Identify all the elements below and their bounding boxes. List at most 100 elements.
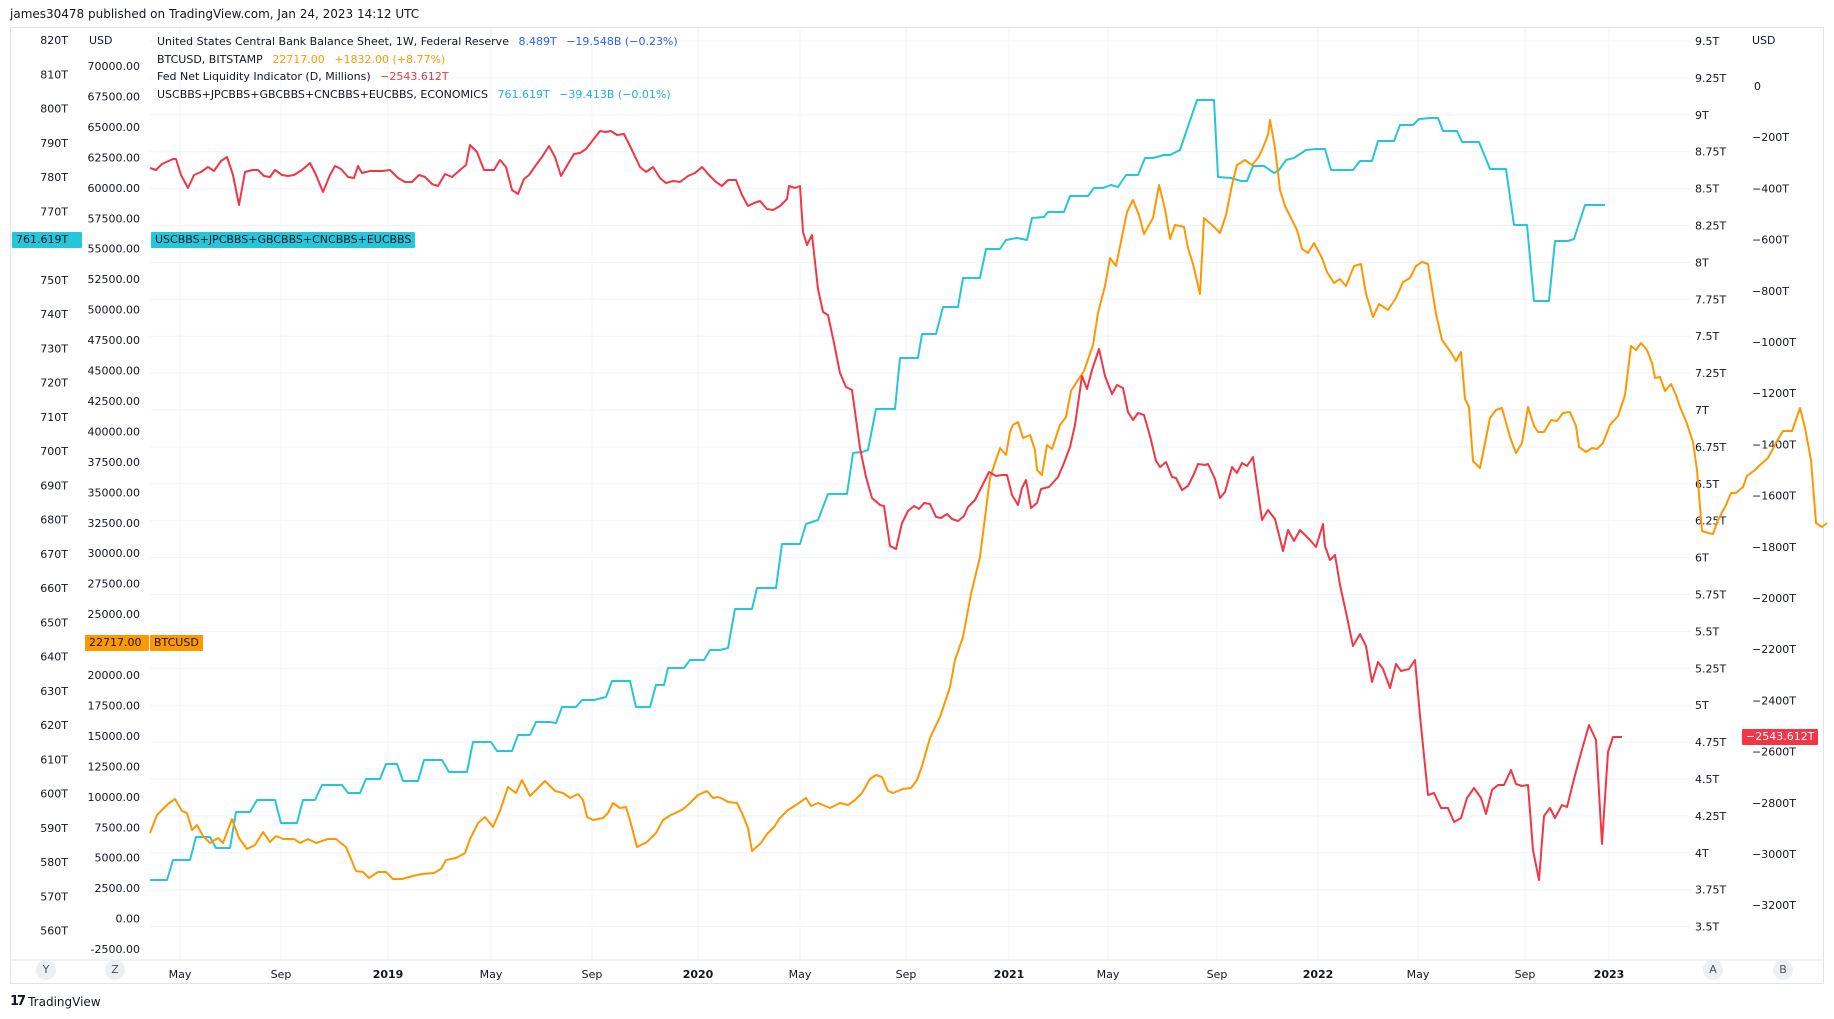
svg-text:5.5T: 5.5T: [1695, 625, 1719, 638]
cyan-series-label-badge: USCBBS+JPCBBS+GBCBBS+CNCBBS+EUCBBS: [151, 232, 416, 248]
btc-axis-price-badge: 22717.00: [85, 635, 149, 651]
svg-text:2022: 2022: [1303, 968, 1334, 981]
svg-text:9T: 9T: [1695, 109, 1709, 122]
svg-text:45000.00: 45000.00: [88, 365, 141, 378]
legend-value: −2543.612T: [380, 70, 449, 83]
svg-text:55000.00: 55000.00: [88, 243, 141, 256]
svg-text:6T: 6T: [1695, 552, 1709, 565]
svg-text:690T: 690T: [40, 479, 68, 492]
right-inner-price-axis[interactable]: 9.5T 9.25T 9T 8.75T 8.5T 8.25T 8T 7.75T 7.5T 7.25…: [1695, 35, 1726, 934]
series-line[interactable]: [149, 130, 1622, 881]
svg-text:32500.00: 32500.00: [88, 517, 141, 530]
svg-text:62500.00: 62500.00: [88, 151, 141, 164]
svg-text:−1800T: −1800T: [1752, 541, 1796, 554]
svg-text:5T: 5T: [1695, 699, 1709, 712]
svg-text:25000.00: 25000.00: [88, 608, 141, 621]
svg-text:−3000T: −3000T: [1752, 848, 1796, 861]
svg-text:740T: 740T: [40, 308, 68, 321]
svg-text:4.75T: 4.75T: [1695, 736, 1726, 749]
right-outer-price-axis[interactable]: USD0−200T−400T−600T−800T−1000T−1200T−140…: [1752, 34, 1796, 912]
svg-text:780T: 780T: [40, 171, 68, 184]
legend: United States Central Bank Balance Sheet…: [157, 33, 678, 103]
a-auto-scale-button[interactable]: A: [1703, 960, 1723, 980]
legend-value: 761.619T: [497, 87, 550, 101]
legend-change: +1832.00 (+8.77%): [334, 52, 446, 66]
svg-text:7500.00: 7500.00: [95, 821, 141, 834]
svg-text:8.5T: 8.5T: [1695, 183, 1719, 196]
svg-text:Sep: Sep: [896, 968, 917, 981]
svg-text:3.75T: 3.75T: [1695, 884, 1726, 897]
left-outer-price-axis[interactable]: 820T 810T 800T 790T 780T 770T 750T 740T 730T 720T…: [40, 34, 68, 938]
svg-text:710T: 710T: [40, 411, 68, 424]
svg-text:620T: 620T: [40, 719, 68, 732]
svg-text:USD: USD: [89, 34, 113, 47]
svg-text:60000.00: 60000.00: [88, 182, 141, 195]
series-line[interactable]: [150, 99, 1605, 881]
legend-value: 22717.00: [272, 52, 325, 66]
published-line: james30478 published on TradingView.com,…: [10, 7, 420, 21]
svg-text:May: May: [1407, 968, 1430, 981]
svg-text:0: 0: [1754, 80, 1761, 93]
svg-text:8.25T: 8.25T: [1695, 220, 1726, 233]
svg-text:57500.00: 57500.00: [88, 212, 141, 225]
svg-text:770T: 770T: [40, 205, 68, 218]
legend-row-fed-balance-sheet[interactable]: United States Central Bank Balance Sheet…: [157, 35, 678, 48]
svg-text:12500.00: 12500.00: [88, 760, 141, 773]
svg-text:42500.00: 42500.00: [88, 395, 141, 408]
svg-text:17500.00: 17500.00: [88, 699, 141, 712]
svg-text:−3200T: −3200T: [1752, 899, 1796, 912]
b-axis-button[interactable]: B: [1773, 960, 1793, 980]
series-line[interactable]: [149, 119, 1828, 880]
svg-text:660T: 660T: [40, 582, 68, 595]
legend-value: 8.489T: [518, 35, 557, 48]
series-layer: [149, 99, 1828, 881]
tradingview-brand[interactable]: 17 TradingView: [10, 994, 101, 1009]
grid-lines: [11, 28, 1823, 961]
svg-text:−200T: −200T: [1752, 131, 1789, 144]
svg-text:27500.00: 27500.00: [88, 578, 141, 591]
svg-text:−2000T: −2000T: [1752, 592, 1796, 605]
svg-text:37500.00: 37500.00: [88, 456, 141, 469]
svg-text:−2800T: −2800T: [1752, 797, 1796, 810]
svg-text:680T: 680T: [40, 514, 68, 527]
svg-text:−400T: −400T: [1752, 182, 1789, 195]
svg-text:9.25T: 9.25T: [1695, 72, 1726, 85]
svg-text:May: May: [480, 968, 503, 981]
svg-text:600T: 600T: [40, 788, 68, 801]
legend-row-fed-net-liquidity[interactable]: Fed Net Liquidity Indicator (D, Millions…: [157, 70, 449, 83]
svg-text:6.25T: 6.25T: [1695, 515, 1726, 528]
svg-text:630T: 630T: [40, 685, 68, 698]
svg-text:9.5T: 9.5T: [1695, 35, 1719, 48]
svg-text:670T: 670T: [40, 548, 68, 561]
svg-text:2021: 2021: [994, 968, 1025, 981]
svg-text:35000.00: 35000.00: [88, 486, 141, 499]
svg-text:15000.00: 15000.00: [88, 730, 141, 743]
svg-text:50000.00: 50000.00: [88, 304, 141, 317]
svg-text:0.00: 0.00: [116, 913, 141, 926]
legend-row-btcusd[interactable]: BTCUSD, BITSTAMP 22717.00 +1832.00 (+8.7…: [157, 52, 446, 66]
svg-text:May: May: [789, 968, 812, 981]
time-axis[interactable]: May Sep 2019 May Sep 2020 May Sep 2021 May Sep 2022…: [169, 968, 1625, 981]
legend-row-global-cb-balance[interactable]: USCBBS+JPCBBS+GBCBBS+CNCBBS+EUCBBS, ECON…: [157, 87, 671, 101]
svg-text:5000.00: 5000.00: [95, 852, 141, 865]
svg-text:730T: 730T: [40, 342, 68, 355]
svg-text:5.75T: 5.75T: [1695, 589, 1726, 602]
z-axis-toggle-button[interactable]: Z: [105, 960, 125, 980]
left-inner-price-axis[interactable]: USD 70000.00 67500.00 65000.00 62500.00 60000…: [88, 34, 141, 956]
svg-text:8.75T: 8.75T: [1695, 146, 1726, 159]
svg-text:Sep: Sep: [1207, 968, 1228, 981]
svg-text:2500.00: 2500.00: [95, 882, 141, 895]
svg-text:52500.00: 52500.00: [88, 273, 141, 286]
legend-change: −19.548B (−0.23%): [566, 35, 678, 48]
y-axis-toggle-button[interactable]: Y: [36, 960, 56, 980]
svg-text:570T: 570T: [40, 890, 68, 903]
svg-text:65000.00: 65000.00: [88, 121, 141, 134]
svg-text:650T: 650T: [40, 616, 68, 629]
svg-text:5.25T: 5.25T: [1695, 662, 1726, 675]
svg-text:3.5T: 3.5T: [1695, 921, 1719, 934]
svg-text:6.5T: 6.5T: [1695, 478, 1719, 491]
svg-text:−2600T: −2600T: [1752, 746, 1796, 759]
svg-text:4T: 4T: [1695, 847, 1709, 860]
svg-text:6.75T: 6.75T: [1695, 441, 1726, 454]
